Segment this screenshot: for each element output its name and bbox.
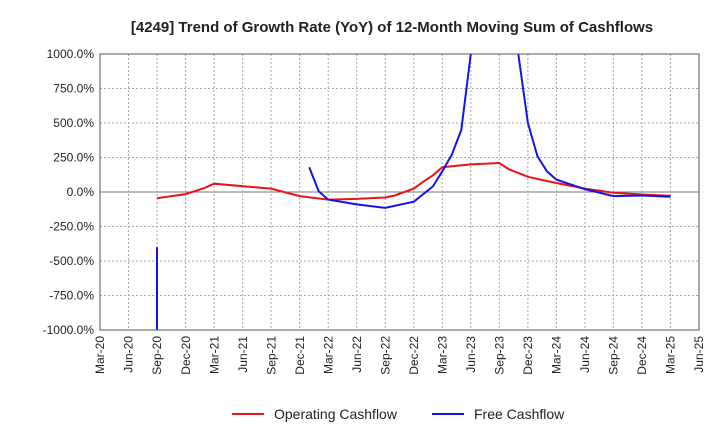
y-tick-label: 250.0% <box>53 151 94 165</box>
x-tick-label: Sep-21 <box>264 336 278 375</box>
x-tick-label: Jun-23 <box>464 336 478 373</box>
x-tick-label: Mar-21 <box>207 336 221 374</box>
x-tick-label: Jun-21 <box>236 336 250 373</box>
x-tick-label: Dec-23 <box>521 336 535 375</box>
x-tick-label: Jun-24 <box>578 336 592 373</box>
plot-frame <box>99 53 700 331</box>
y-tick-label: 750.0% <box>53 82 94 96</box>
y-tick-label: 0.0% <box>67 185 95 199</box>
x-tick-label: Sep-22 <box>378 336 392 375</box>
series-line-operating-cashflow <box>156 161 671 201</box>
y-tick-label: 1000.0% <box>47 47 95 61</box>
x-tick-label: Mar-22 <box>321 336 335 374</box>
legend: Operating Cashflow Free Cashflow <box>232 406 565 422</box>
series-line-free-cashflow <box>517 54 671 198</box>
x-tick-label: Dec-24 <box>635 336 649 375</box>
x-axis: Mar-20 Jun-20 Sep-20 Dec-20 Mar-21 Jun-21 Sep-… <box>93 336 706 375</box>
x-tick-label: Jun-20 <box>122 336 136 373</box>
series-line-free-cashflow <box>308 54 472 209</box>
x-tick-label: Dec-20 <box>179 336 193 375</box>
x-tick-label: Sep-23 <box>493 336 507 375</box>
x-tick-label: Jun-22 <box>350 336 364 373</box>
y-tick-label: -250.0% <box>49 220 94 234</box>
y-tick-label: -1000.0% <box>43 323 95 337</box>
x-tick-label: Dec-22 <box>407 336 421 375</box>
chart-title: [4249] Trend of Growth Rate (YoY) of 12-… <box>131 19 653 36</box>
series-lines <box>156 54 671 330</box>
x-tick-label: Sep-24 <box>607 336 621 375</box>
y-axis: 1000.0% 750.0% 500.0% 250.0% 0.0% -250.0% -500… <box>43 47 95 337</box>
x-tick-label: Dec-21 <box>293 336 307 375</box>
y-tick-label: 500.0% <box>53 116 94 130</box>
legend-label-operating-cashflow: Operating Cashflow <box>274 406 398 422</box>
legend-label-free-cashflow: Free Cashflow <box>474 406 565 422</box>
x-tick-label: Jun-25 <box>692 336 706 373</box>
y-tick-label: -750.0% <box>49 289 94 303</box>
x-tick-label: Sep-20 <box>150 336 164 375</box>
x-tick-label: Mar-24 <box>550 336 564 374</box>
x-tick-label: Mar-23 <box>435 336 449 374</box>
x-tick-label: Mar-25 <box>664 336 678 374</box>
y-tick-label: -500.0% <box>49 254 94 268</box>
x-tick-label: Mar-20 <box>93 336 107 374</box>
